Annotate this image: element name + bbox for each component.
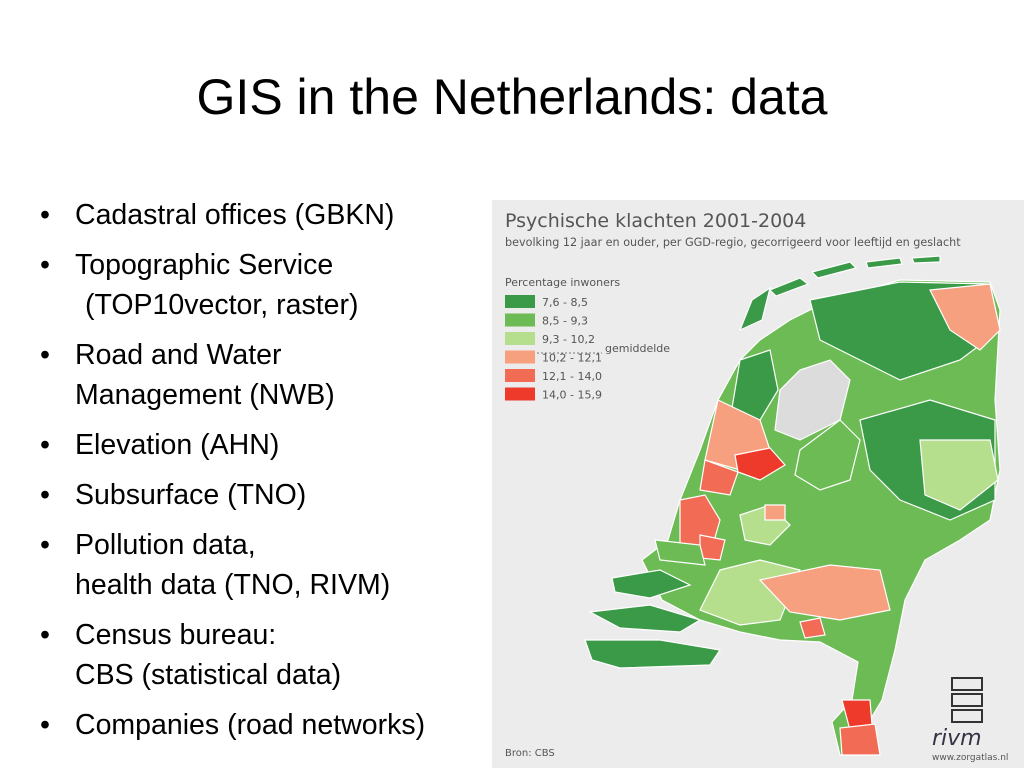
legend-swatch [505, 332, 535, 345]
bullet-text: Companies (road networks) [75, 709, 426, 741]
bullet: Topographic Service (TOP10vector, raster) [40, 245, 425, 325]
slide-title: GIS in the Netherlands: data [196, 69, 828, 125]
legend-label: 14,0 - 15,9 [542, 389, 602, 402]
website: www.zorgatlas.nl [932, 753, 1008, 763]
region [799, 617, 826, 639]
island [588, 604, 702, 633]
bullet-text: Pollution data, [75, 529, 256, 561]
water [774, 359, 851, 441]
bullet-text: Road and Water [75, 339, 282, 371]
logo-mark [951, 677, 983, 723]
bullet-text: CBS (statistical data) [75, 659, 342, 691]
legend-label: 8,5 - 9,3 [542, 315, 588, 328]
island [611, 569, 692, 599]
bullet-text: Cadastral offices (GBKN) [75, 199, 395, 231]
bullet: Cadastral offices (GBKN) [40, 195, 425, 235]
region [794, 419, 861, 491]
island [911, 255, 941, 264]
bullet: Pollution data, health data (TNO, RIVM) [40, 525, 425, 605]
legend-swatch [505, 295, 535, 308]
region [839, 723, 881, 756]
map-title: Psychische klachten 2001-2004 [505, 210, 806, 232]
island [654, 539, 706, 566]
island [768, 277, 810, 297]
island [584, 639, 722, 669]
logo-text: rivm [932, 726, 982, 751]
region [764, 504, 786, 521]
average-label: gemiddelde [605, 342, 670, 355]
legend-label: 7,6 - 8,5 [542, 296, 588, 309]
region [679, 494, 721, 549]
map-subtitle: bevolking 12 jaar en ouder, per GGD-regi… [505, 236, 961, 249]
bullet-text: Elevation (AHN) [75, 429, 280, 461]
bullet-text: Topographic Service [75, 249, 334, 281]
region [758, 564, 891, 621]
source: Bron: CBS [505, 748, 555, 759]
island [738, 286, 771, 332]
legend-swatch [505, 369, 535, 382]
bullet: Subsurface (TNO) [40, 475, 425, 515]
legend-swatch [505, 387, 535, 401]
map-regions [584, 255, 1001, 756]
region [699, 459, 739, 496]
bullet: Road and Water Management (NWB) [40, 335, 425, 415]
legend-swatch [505, 350, 535, 364]
bullet: Elevation (AHN) [40, 425, 425, 465]
bullet-text: Management (NWB) [75, 379, 335, 411]
bullet: Census bureau: CBS (statistical data) [40, 615, 425, 695]
legend-title: Percentage inwoners [505, 276, 620, 289]
bullet-text: Census bureau: [75, 619, 277, 651]
legend-label: 12,1 - 14,0 [542, 370, 602, 383]
bullet-text: Subsurface (TNO) [75, 479, 307, 511]
legend-label: 9,3 - 10,2 [542, 333, 595, 346]
region [699, 534, 726, 561]
region [919, 439, 999, 511]
region [734, 447, 786, 481]
region [929, 283, 1001, 351]
island [865, 257, 903, 269]
legend-label: 10,2 - 12,1 [542, 352, 602, 365]
bullet: Companies (road networks) [40, 705, 425, 745]
map-figure: Psychische klachten 2001-2004 bevolking 1… [492, 200, 1024, 768]
bullet-text: health data (TNO, RIVM) [75, 569, 391, 601]
legend-swatch [505, 313, 535, 327]
island [810, 261, 858, 279]
bullet-list: Cadastral offices (GBKN) Topographic Serv… [40, 195, 425, 755]
bullet-text: (TOP10vector, raster) [85, 289, 359, 321]
